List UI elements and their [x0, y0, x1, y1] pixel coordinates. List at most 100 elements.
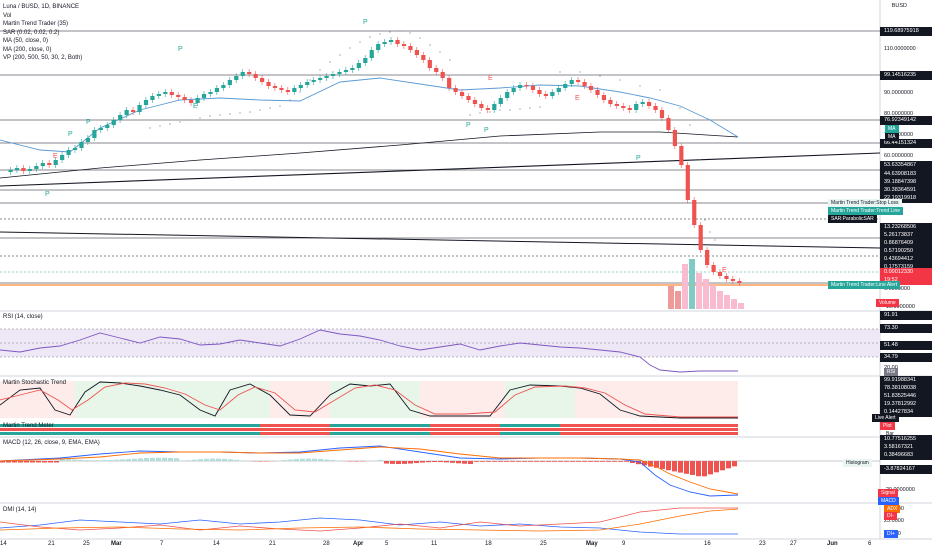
rsi-legend[interactable]: RSI (14, close)	[3, 314, 43, 320]
candle-body[interactable]	[227, 80, 232, 85]
rsi-pane[interactable]	[0, 328, 880, 373]
indicator-legend-2[interactable]: MA (50, close, 0)	[3, 38, 49, 44]
indicator-legend-3[interactable]: MA (200, close, 0)	[3, 46, 52, 53]
candle-body[interactable]	[698, 225, 703, 250]
candle-body[interactable]	[34, 166, 39, 169]
candle-body[interactable]	[543, 94, 548, 96]
candle-body[interactable]	[240, 72, 245, 76]
candle-body[interactable]	[272, 86, 278, 88]
candle-body[interactable]	[389, 40, 394, 42]
dmi-legend[interactable]: DMI (14, 14)	[3, 507, 37, 513]
candle-body[interactable]	[253, 74, 258, 78]
candle-body[interactable]	[518, 85, 523, 88]
candle-body[interactable]	[92, 130, 97, 138]
candle-body[interactable]	[569, 80, 574, 84]
candle-body[interactable]	[285, 90, 290, 92]
candle-body[interactable]	[14, 168, 20, 170]
volume-legend[interactable]: Vol	[3, 12, 12, 19]
candle-body[interactable]	[453, 88, 458, 92]
candle-body[interactable]	[601, 95, 607, 100]
candle-body[interactable]	[85, 138, 91, 142]
candle-body[interactable]	[72, 148, 78, 150]
candle-body[interactable]	[318, 78, 323, 80]
candle-body[interactable]	[163, 92, 168, 94]
trend-meter-legend[interactable]: Martin Trend Meter	[3, 423, 54, 429]
candle-body[interactable]	[169, 92, 174, 95]
candle-body[interactable]	[737, 281, 742, 283]
candle-body[interactable]	[376, 44, 381, 50]
candle-body[interactable]	[427, 60, 432, 68]
candle-body[interactable]	[472, 100, 478, 104]
candle-body[interactable]	[505, 92, 510, 98]
indicator-legend-4[interactable]: VP (200, 500, 50, 30, 2, Both)	[3, 55, 83, 61]
candle-body[interactable]	[705, 250, 710, 265]
candle-body[interactable]	[634, 104, 639, 110]
candle-body[interactable]	[131, 110, 136, 112]
candle-body[interactable]	[214, 88, 220, 92]
candle-body[interactable]	[717, 272, 723, 276]
candle-body[interactable]	[330, 74, 336, 76]
candle-body[interactable]	[640, 102, 645, 104]
candle-body[interactable]	[150, 96, 155, 100]
candle-body[interactable]	[356, 63, 361, 68]
indicator-legend-1[interactable]: SAR (0.02, 0.02, 0.2)	[3, 29, 60, 36]
candle-body[interactable]	[685, 165, 690, 200]
candle-body[interactable]	[672, 130, 677, 146]
candle-body[interactable]	[595, 90, 600, 95]
candle-body[interactable]	[653, 106, 658, 110]
candle-body[interactable]	[343, 70, 349, 72]
candle-body[interactable]	[111, 120, 116, 125]
candle-body[interactable]	[659, 110, 665, 118]
volume-badge[interactable]: Volume	[876, 299, 899, 307]
candle-body[interactable]	[395, 40, 400, 44]
candle-body[interactable]	[511, 88, 516, 92]
candle-body[interactable]	[292, 88, 297, 92]
candle-body[interactable]	[105, 125, 110, 128]
candle-body[interactable]	[363, 58, 368, 63]
candle-body[interactable]	[98, 128, 103, 130]
candle-body[interactable]	[530, 86, 536, 90]
candle-body[interactable]	[369, 50, 374, 58]
candle-body[interactable]	[440, 72, 445, 78]
candle-body[interactable]	[8, 170, 13, 172]
candle-body[interactable]	[266, 82, 271, 86]
candle-body[interactable]	[401, 44, 407, 46]
candle-body[interactable]	[614, 104, 619, 106]
candle-body[interactable]	[479, 104, 484, 108]
candle-body[interactable]	[466, 96, 471, 100]
candle-body[interactable]	[485, 108, 490, 110]
dmi-pane[interactable]	[0, 507, 739, 535]
candle-body[interactable]	[556, 88, 561, 92]
candle-body[interactable]	[189, 100, 194, 103]
candle-body[interactable]	[608, 100, 613, 104]
stoch-pane[interactable]	[0, 381, 738, 419]
candle-body[interactable]	[434, 68, 439, 72]
candle-body[interactable]	[447, 78, 452, 88]
candle-body[interactable]	[576, 80, 581, 82]
candle-body[interactable]	[588, 86, 594, 90]
candle-body[interactable]	[498, 98, 503, 104]
candle-body[interactable]	[350, 68, 355, 70]
candle-body[interactable]	[201, 94, 207, 98]
trend-lines[interactable]	[0, 131, 881, 249]
candle-body[interactable]	[524, 85, 529, 87]
candle-body[interactable]	[408, 46, 413, 50]
candle-body[interactable]	[124, 110, 129, 115]
candle-body[interactable]	[182, 97, 187, 100]
candle-body[interactable]	[421, 55, 426, 60]
candle-body[interactable]	[195, 98, 200, 103]
candle-body[interactable]	[21, 168, 26, 171]
candle-body[interactable]	[666, 118, 671, 130]
candle-body[interactable]	[305, 82, 310, 85]
candle-body[interactable]	[711, 265, 716, 272]
macd-legend[interactable]: MACD (12, 26, close, 9, EMA, EMA)	[3, 440, 100, 446]
candle-body[interactable]	[692, 200, 697, 225]
candle-body[interactable]	[260, 78, 265, 82]
candle-body[interactable]	[27, 169, 32, 171]
candle-body[interactable]	[279, 88, 284, 90]
macd-pane[interactable]	[0, 445, 880, 497]
candle-body[interactable]	[582, 82, 587, 86]
candle-body[interactable]	[492, 104, 497, 110]
candle-body[interactable]	[156, 94, 161, 96]
